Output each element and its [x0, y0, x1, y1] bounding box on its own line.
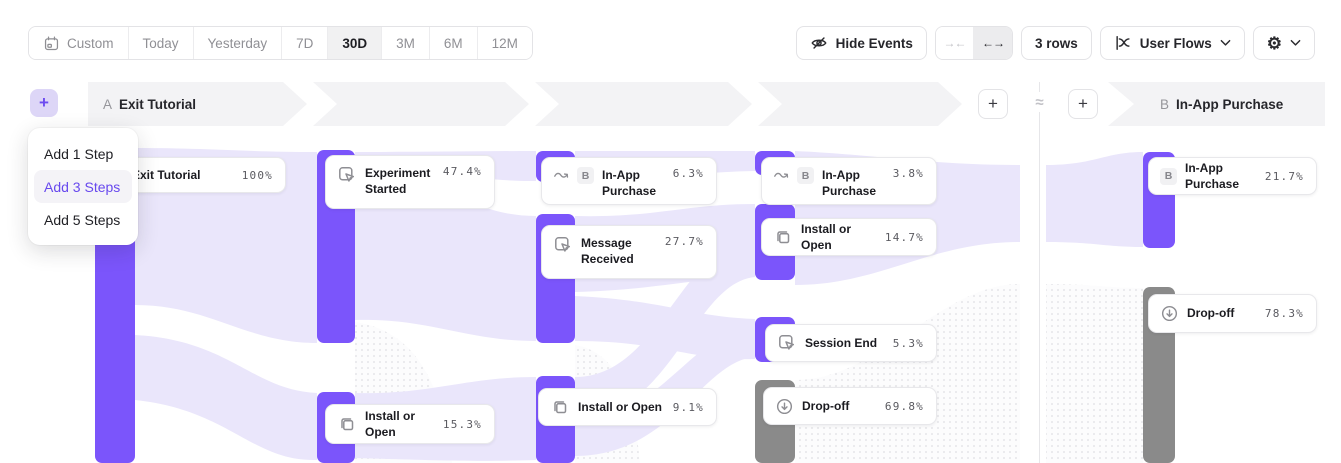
step-header-1[interactable]: A Exit Tutorial — [88, 82, 307, 126]
step-badge-a: A — [103, 96, 113, 112]
step-header-label: Exit Tutorial — [119, 96, 197, 112]
flow-node-in-app-purchase-21[interactable]: B In-App Purchase 21.7% — [1148, 157, 1317, 195]
step-header-2[interactable] — [313, 82, 529, 126]
node-label: Experiment Started — [365, 166, 431, 197]
node-label: In-App Purchase — [822, 168, 877, 199]
flow-node-in-app-purchase-3[interactable]: B In-App Purchase 3.8% — [761, 157, 937, 205]
flow-node-session-end[interactable]: Session End 5.3% — [765, 324, 937, 362]
cursor-click-icon — [777, 333, 797, 353]
node-percentage: 69.8% — [884, 399, 924, 413]
add-step-menu: Add 1 Step Add 3 Steps Add 5 Steps — [28, 128, 138, 245]
chevron-down-icon — [1220, 39, 1231, 47]
cursor-click-icon — [337, 165, 357, 185]
toolbar-right-group: Hide Events →← ←→ 3 rows User Flows ⚙ — [795, 26, 1315, 60]
flow-node-in-app-purchase-6[interactable]: B In-App Purchase 6.3% — [541, 157, 717, 205]
date-range-label: Custom — [67, 35, 114, 51]
node-label: Drop-off — [802, 398, 850, 413]
date-range-yesterday[interactable]: Yesterday — [192, 27, 282, 59]
toolbar: Custom Today Yesterday 7D 30D 3M 6M 12M … — [0, 0, 1341, 78]
node-percentage: 14.7% — [884, 230, 924, 244]
node-percentage: 27.7% — [664, 235, 704, 248]
calendar-icon — [43, 35, 60, 52]
copy-squares-icon — [550, 397, 570, 417]
approx-connector: ≈ — [1026, 92, 1053, 112]
node-percentage: 15.3% — [442, 417, 482, 431]
date-range-3m[interactable]: 3M — [381, 27, 429, 59]
b-badge: B — [797, 167, 814, 184]
node-label: Message Received — [581, 236, 634, 267]
add-step-end-button[interactable]: + — [978, 89, 1008, 119]
node-label: In-App Purchase — [1185, 160, 1240, 191]
date-range-picker: Custom Today Yesterday 7D 30D 3M 6M 12M — [28, 26, 533, 60]
cursor-click-icon — [553, 235, 573, 255]
collapse-expand-toggle: →← ←→ — [934, 26, 1013, 60]
node-percentage: 5.3% — [892, 336, 924, 350]
node-label: Install or Open — [365, 408, 416, 439]
flow-node-exit-tutorial[interactable]: Exit Tutorial 100% — [120, 157, 286, 193]
chevron-down-icon — [1290, 39, 1301, 47]
collapse-columns-button[interactable]: →← — [935, 27, 974, 59]
node-label: Session End — [805, 335, 878, 350]
step-header-3[interactable] — [535, 82, 752, 126]
section-divider — [1039, 82, 1040, 463]
node-percentage: 21.7% — [1264, 169, 1304, 183]
rows-button[interactable]: 3 rows — [1020, 26, 1092, 60]
flow-node-drop-off-69[interactable]: Drop-off 69.8% — [763, 387, 937, 425]
date-range-30d[interactable]: 30D — [327, 27, 382, 59]
hide-events-button[interactable]: Hide Events — [795, 26, 927, 60]
b-badge: B — [1160, 167, 1177, 185]
menu-item-add-3-steps[interactable]: Add 3 Steps — [34, 170, 132, 203]
step-header-4[interactable] — [758, 82, 962, 126]
node-label: Install or Open — [578, 399, 663, 414]
node-percentage: 78.3% — [1264, 307, 1304, 320]
flow-node-install-or-open-15[interactable]: Install or Open 15.3% — [325, 404, 495, 444]
arrow-down-circle-icon — [775, 397, 794, 416]
date-range-12m[interactable]: 12M — [476, 27, 532, 59]
node-percentage: 100% — [241, 168, 273, 182]
flow-node-drop-off-78[interactable]: Drop-off 78.3% — [1148, 294, 1317, 333]
step-header-b[interactable]: B In-App Purchase — [1108, 82, 1325, 126]
step-header-label: In-App Purchase — [1176, 96, 1284, 112]
jump-arrow-icon — [773, 167, 789, 181]
b-badge: B — [577, 167, 594, 184]
plus-icon: + — [39, 93, 49, 112]
add-step-button[interactable]: + — [30, 89, 58, 117]
arrow-down-circle-icon — [1160, 304, 1179, 323]
menu-item-add-5-steps[interactable]: Add 5 Steps — [44, 211, 121, 228]
step-badge-b: B — [1160, 96, 1170, 112]
flow-node-message-received[interactable]: Message Received 27.7% — [541, 225, 717, 279]
node-label: Exit Tutorial — [132, 167, 201, 182]
eye-off-icon — [810, 34, 828, 52]
node-label: Drop-off — [1187, 306, 1235, 321]
node-percentage: 3.8% — [892, 167, 924, 180]
date-range-7d[interactable]: 7D — [281, 27, 328, 59]
node-label: Install or Open — [801, 221, 852, 252]
jump-arrow-icon — [553, 167, 569, 181]
copy-squares-icon — [773, 227, 793, 247]
flow-node-install-or-open-14[interactable]: Install or Open 14.7% — [761, 218, 937, 256]
flow-node-install-or-open-9[interactable]: Install or Open 9.1% — [538, 388, 717, 426]
copy-squares-icon — [337, 414, 357, 434]
node-percentage: 6.3% — [672, 167, 704, 180]
user-flows-chart-icon — [1114, 34, 1132, 52]
expand-columns-button[interactable]: ←→ — [973, 27, 1012, 59]
node-percentage: 9.1% — [672, 400, 704, 414]
node-percentage: 47.4% — [442, 165, 482, 178]
menu-item-add-1-step[interactable]: Add 1 Step — [44, 145, 114, 162]
date-range-custom[interactable]: Custom — [29, 27, 128, 59]
node-label: In-App Purchase — [602, 168, 657, 199]
gear-icon: ⚙ — [1266, 33, 1282, 53]
flow-node-experiment-started[interactable]: Experiment Started 47.4% — [325, 155, 495, 209]
settings-button[interactable]: ⚙ — [1252, 26, 1315, 60]
add-step-before-b-button[interactable]: + — [1068, 89, 1098, 119]
date-range-today[interactable]: Today — [127, 27, 193, 59]
date-range-6m[interactable]: 6M — [428, 27, 477, 59]
view-selector-button[interactable]: User Flows — [1099, 26, 1245, 60]
